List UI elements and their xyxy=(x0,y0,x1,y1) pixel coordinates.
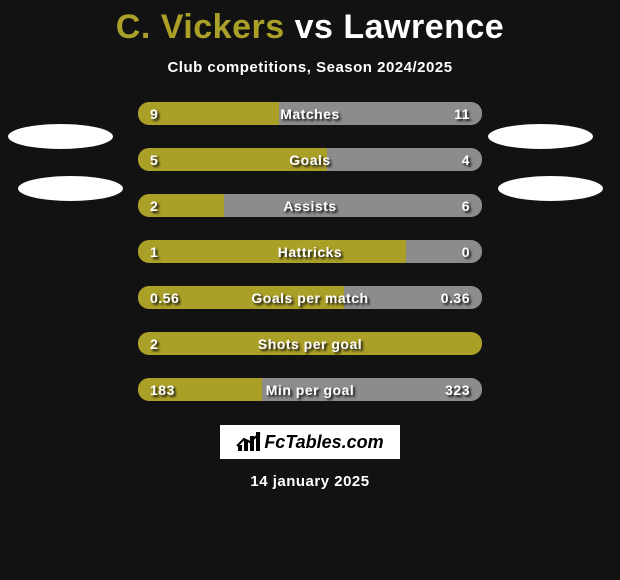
avatar-placeholder xyxy=(18,176,123,201)
stat-value-left: 9 xyxy=(150,106,158,122)
stat-label: Hattricks xyxy=(278,244,342,260)
avatar-placeholder xyxy=(488,124,593,149)
title-player1: C. Vickers xyxy=(116,8,285,46)
stat-label: Shots per goal xyxy=(258,336,362,352)
stat-bar-left xyxy=(138,102,279,125)
stat-label: Goals xyxy=(289,152,330,168)
stat-row: 9 Matches 11 xyxy=(138,102,482,125)
stat-row: 1 Hattricks 0 xyxy=(138,240,482,263)
stat-row: 183 Min per goal 323 xyxy=(138,378,482,401)
stat-bar-left xyxy=(138,240,406,263)
stat-bar-right xyxy=(327,148,482,171)
stat-value-right: 4 xyxy=(462,152,470,168)
stat-value-right: 323 xyxy=(445,382,470,398)
stat-value-right: 11 xyxy=(454,106,470,122)
stats-container: 9 Matches 11 5 Goals 4 2 Assists 6 1 Hattricks 0 0.5… xyxy=(138,102,482,401)
stat-value-left: 0.56 xyxy=(150,290,179,306)
stat-row: 2 Shots per goal xyxy=(138,332,482,355)
stat-value-right: 6 xyxy=(462,198,470,214)
stat-label: Assists xyxy=(283,198,336,214)
stat-row: 0.56 Goals per match 0.36 xyxy=(138,286,482,309)
stat-label: Goals per match xyxy=(251,290,368,306)
stat-value-left: 2 xyxy=(150,336,158,352)
logo-text: FcTables.com xyxy=(264,432,383,453)
stat-value-right: 0.36 xyxy=(441,290,470,306)
stat-row: 5 Goals 4 xyxy=(138,148,482,171)
stat-value-left: 1 xyxy=(150,244,158,260)
title-vs: vs xyxy=(285,8,344,46)
logo-icon xyxy=(236,431,262,453)
page-title: C. Vickers vs Lawrence xyxy=(0,0,620,47)
date-label: 14 january 2025 xyxy=(0,473,620,490)
stat-row: 2 Assists 6 xyxy=(138,194,482,217)
stat-value-left: 183 xyxy=(150,382,175,398)
stat-value-left: 5 xyxy=(150,152,158,168)
logo: FcTables.com xyxy=(220,425,400,459)
stat-value-right: 0 xyxy=(462,244,470,260)
subtitle: Club competitions, Season 2024/2025 xyxy=(0,59,620,76)
title-player2: Lawrence xyxy=(343,8,504,46)
stat-bar-right xyxy=(224,194,482,217)
stat-bar-right xyxy=(406,240,482,263)
avatar-placeholder xyxy=(498,176,603,201)
stat-label: Matches xyxy=(280,106,340,122)
stat-value-left: 2 xyxy=(150,198,158,214)
avatar-placeholder xyxy=(8,124,113,149)
stat-label: Min per goal xyxy=(266,382,354,398)
